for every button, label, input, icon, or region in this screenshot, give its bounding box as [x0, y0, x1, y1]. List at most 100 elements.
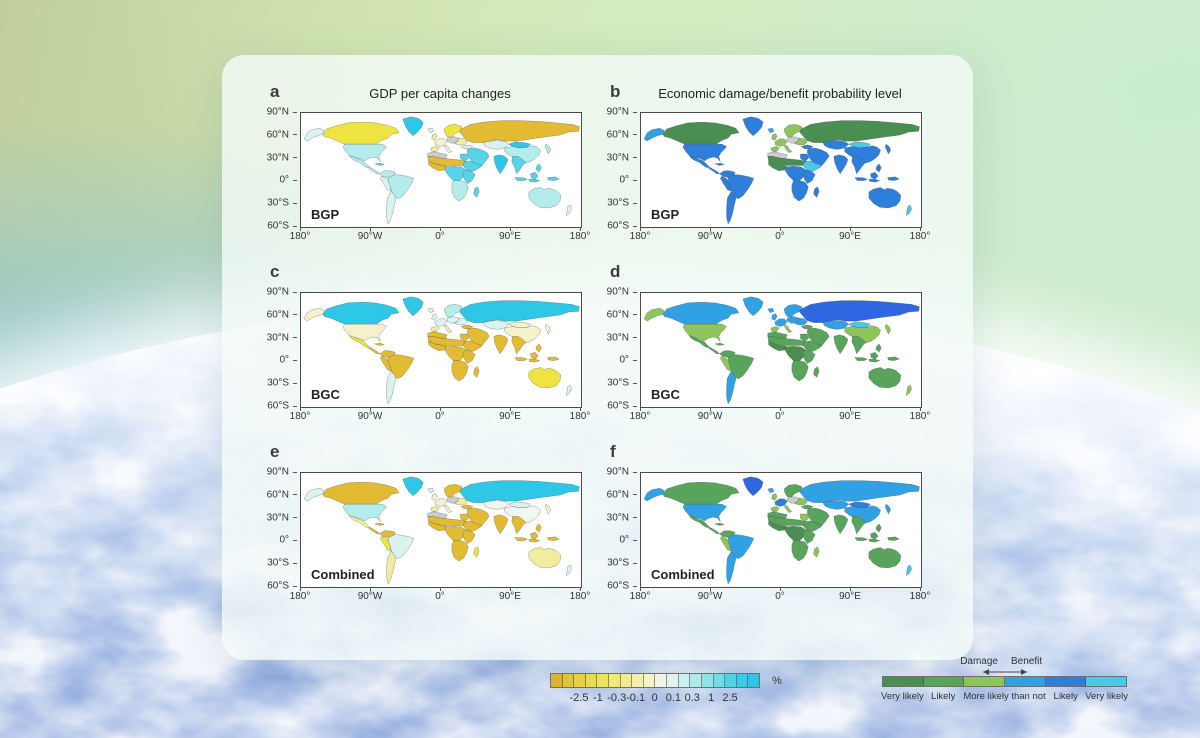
y-tick-mark: [293, 314, 297, 316]
x-tick-mark: [440, 227, 441, 231]
gdp-colorbar-cell: [678, 674, 691, 687]
y-tick-label: 30°N: [266, 512, 289, 524]
region-argentina_chile: [726, 551, 737, 585]
y-tick-label: 60°N: [606, 129, 629, 141]
region-alaska: [643, 308, 665, 322]
region-caribbean: [374, 523, 385, 526]
x-tick-label: 180°: [909, 231, 931, 242]
region-greenland: [742, 296, 764, 316]
region-sudan_horn: [462, 520, 483, 532]
x-axis-ticks: 180° 90°W 0° 90°E 180°: [630, 227, 930, 245]
y-tick-mark: [293, 494, 297, 496]
y-tick-label: 0°: [619, 174, 629, 186]
region-west_europe: [434, 498, 448, 507]
x-tick-label: 90°E: [499, 231, 521, 242]
y-tick-label: 60°N: [266, 309, 289, 321]
region-australia: [528, 547, 561, 569]
y-tick-mark: [633, 405, 637, 407]
region-sudan_horn: [462, 340, 483, 352]
region-west_europe: [774, 138, 788, 147]
region-se_asia: [851, 156, 866, 175]
region-russia: [459, 120, 580, 143]
region-iberia: [770, 326, 780, 332]
region-india: [493, 154, 509, 175]
region-alaska: [303, 128, 325, 142]
region-caribbean: [714, 523, 725, 526]
y-tick-mark: [633, 202, 637, 204]
y-tick-mark: [633, 539, 637, 541]
region-east_europe: [793, 137, 808, 146]
region-china: [844, 325, 881, 344]
region-russia: [459, 480, 580, 503]
x-tick-label: 90°W: [357, 411, 383, 422]
x-tick-mark: [640, 227, 641, 231]
region-west_africa_gulf: [768, 340, 787, 351]
y-tick-mark: [293, 562, 297, 564]
panel-letter: a: [270, 82, 280, 101]
region-central_africa: [784, 166, 807, 181]
x-tick-label: 0°: [775, 591, 785, 602]
x-tick-mark: [850, 407, 851, 411]
region-east_africa: [802, 169, 816, 184]
region-png: [887, 176, 900, 181]
region-greenland: [402, 476, 424, 496]
x-tick-mark: [710, 407, 711, 411]
region-madagascar: [473, 186, 480, 198]
x-axis-ticks: 180° 90°W 0° 90°E 180°: [290, 587, 590, 605]
region-greenland: [742, 476, 764, 496]
region-usa: [682, 144, 727, 162]
region-brazil: [727, 354, 754, 380]
region-scandinavia: [783, 124, 803, 138]
y-tick-mark: [633, 111, 637, 113]
region-turkey: [460, 504, 474, 509]
region-southern_africa: [451, 180, 469, 202]
region-brazil: [727, 534, 754, 560]
region-egypt: [460, 513, 470, 522]
y-tick-mark: [293, 157, 297, 159]
region-madagascar: [473, 366, 480, 378]
panel-f: f Combined 90°N 60°N 30°N 0° 30°S 60°S 180° 90…: [584, 438, 931, 610]
region-australia: [868, 547, 901, 569]
y-tick-mark: [633, 225, 637, 227]
y-tick-mark: [633, 562, 637, 564]
region-se_asia: [851, 336, 866, 355]
region-indonesia: [514, 172, 541, 183]
y-tick-label: 0°: [619, 354, 629, 366]
scenario-label: BGP: [311, 207, 340, 222]
region-italy: [783, 145, 793, 153]
region-sudan_horn: [802, 340, 823, 352]
y-tick-mark: [293, 382, 297, 384]
region-sudan_horn: [462, 160, 483, 172]
region-japan: [885, 143, 891, 155]
x-tick-label: 180°: [289, 591, 311, 602]
x-tick-label: 90°W: [697, 591, 723, 602]
choropleth-map: Combined: [300, 472, 582, 588]
probability-colorbar-segment: [923, 677, 965, 686]
region-indonesia: [854, 352, 881, 363]
y-tick-label: 30°S: [267, 197, 289, 209]
y-axis-ticks: 90°N 60°N 30°N 0° 30°S 60°S: [584, 287, 638, 412]
x-tick-mark: [710, 227, 711, 231]
region-uk: [771, 133, 778, 141]
region-philippines: [875, 163, 882, 173]
panel-d: d BGC 90°N 60°N 30°N 0° 30°S 60°S 180° 90°W 0° 9…: [584, 258, 931, 430]
y-tick-label: 0°: [279, 534, 289, 546]
gdp-colorbar-tick-label: 0.1: [665, 692, 682, 704]
y-tick-mark: [293, 134, 297, 136]
x-tick-mark: [300, 587, 301, 591]
region-west_europe: [434, 138, 448, 147]
scenario-label: Combined: [311, 567, 375, 582]
region-mexico: [348, 515, 370, 528]
scenario-label: BGP: [651, 207, 680, 222]
region-se_asia: [511, 336, 526, 355]
region-west_africa_gulf: [768, 160, 787, 171]
x-axis-ticks: 180° 90°W 0° 90°E 180°: [290, 227, 590, 245]
region-scandinavia: [443, 124, 463, 138]
region-central_america: [708, 526, 720, 534]
region-australia: [868, 367, 901, 389]
region-east_europe: [453, 317, 468, 326]
region-kazakhstan: [482, 500, 509, 510]
x-tick-mark: [780, 407, 781, 411]
region-central_africa: [784, 526, 807, 541]
y-tick-label: 30°S: [267, 377, 289, 389]
